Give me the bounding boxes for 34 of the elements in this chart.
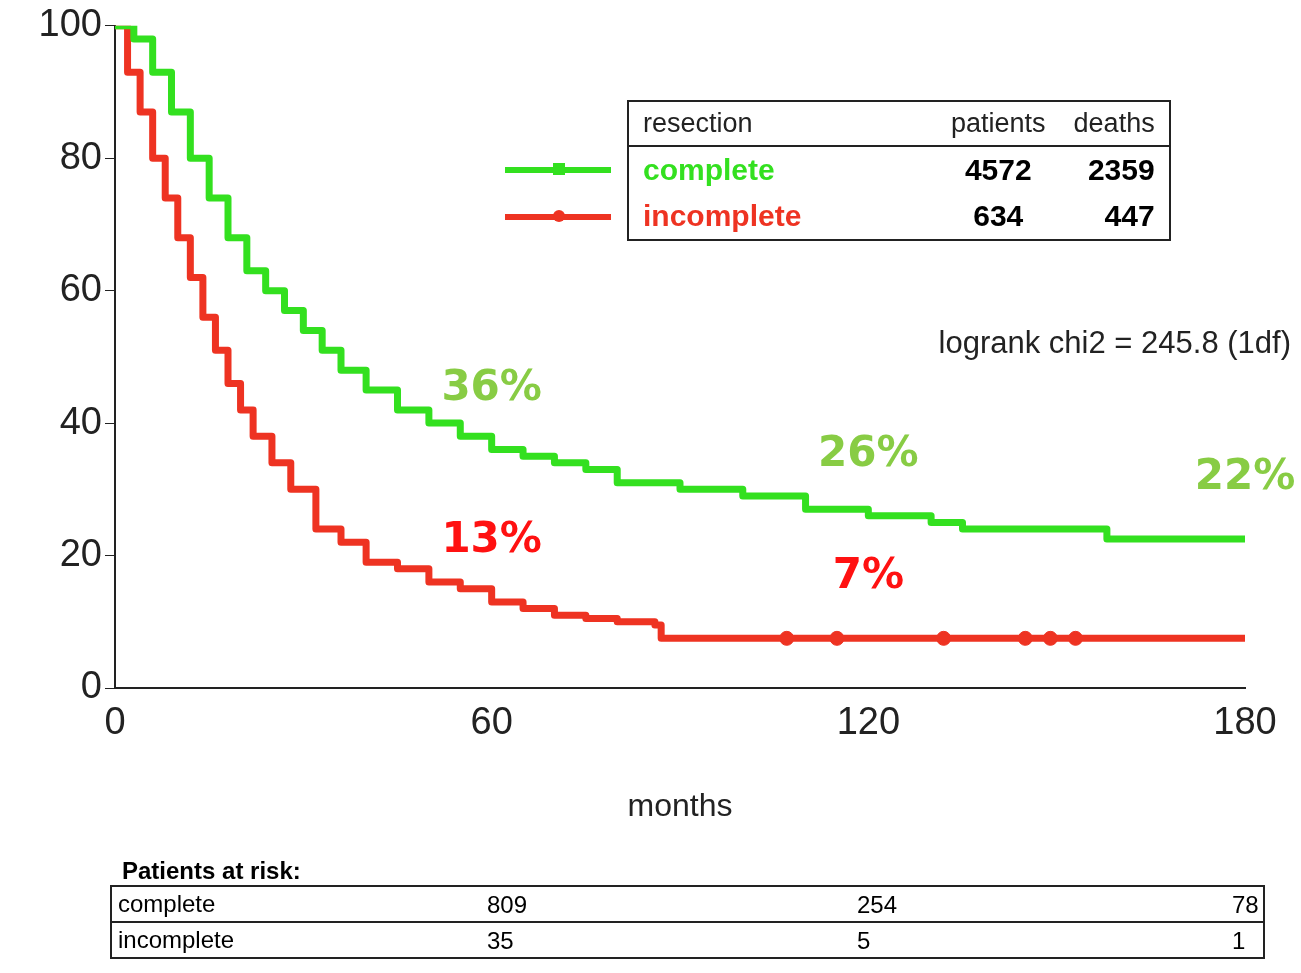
text: complete xyxy=(118,890,216,917)
x-tick-label: 60 xyxy=(470,700,513,743)
x-tick-label: 180 xyxy=(1213,700,1277,743)
text: 809 xyxy=(487,891,528,919)
text: incomplete xyxy=(628,193,937,240)
annotation: logrank chi2 = 245.8 (1df) xyxy=(938,325,1291,361)
annotation: 26% xyxy=(818,426,919,476)
x-tick-label: 120 xyxy=(836,700,901,743)
annotation: 36% xyxy=(441,360,542,410)
y-tick-label: 40 xyxy=(59,399,102,442)
annotation: 634 xyxy=(937,193,1060,240)
text: 5 xyxy=(857,927,871,955)
y-tick-label: 20 xyxy=(59,532,102,575)
annotation: deaths xyxy=(1059,101,1170,146)
y-tick-label: 80 xyxy=(59,134,102,177)
text: 35 xyxy=(487,927,514,955)
annotation: patients xyxy=(937,101,1060,146)
y-tick-label: 0 xyxy=(80,664,102,707)
y-tick-label: 100 xyxy=(38,2,102,45)
annotation: 7% xyxy=(832,549,904,599)
y-tick-label: 60 xyxy=(59,267,102,310)
text: 78 xyxy=(1232,891,1259,919)
annotation: 13% xyxy=(441,512,542,562)
text: 254 xyxy=(857,891,898,919)
annotation: 22% xyxy=(1194,449,1296,499)
text: complete xyxy=(628,146,937,193)
annotation: 447 xyxy=(1059,193,1170,240)
annotation: 2359 xyxy=(1059,146,1170,193)
annotation: 4572 xyxy=(963,152,1033,188)
text: incomplete xyxy=(118,926,235,953)
text: Patients at risk: xyxy=(122,857,302,885)
text: 1 xyxy=(1232,927,1246,955)
legend-title: resection xyxy=(628,101,937,146)
x-axis-title: months xyxy=(627,786,733,823)
